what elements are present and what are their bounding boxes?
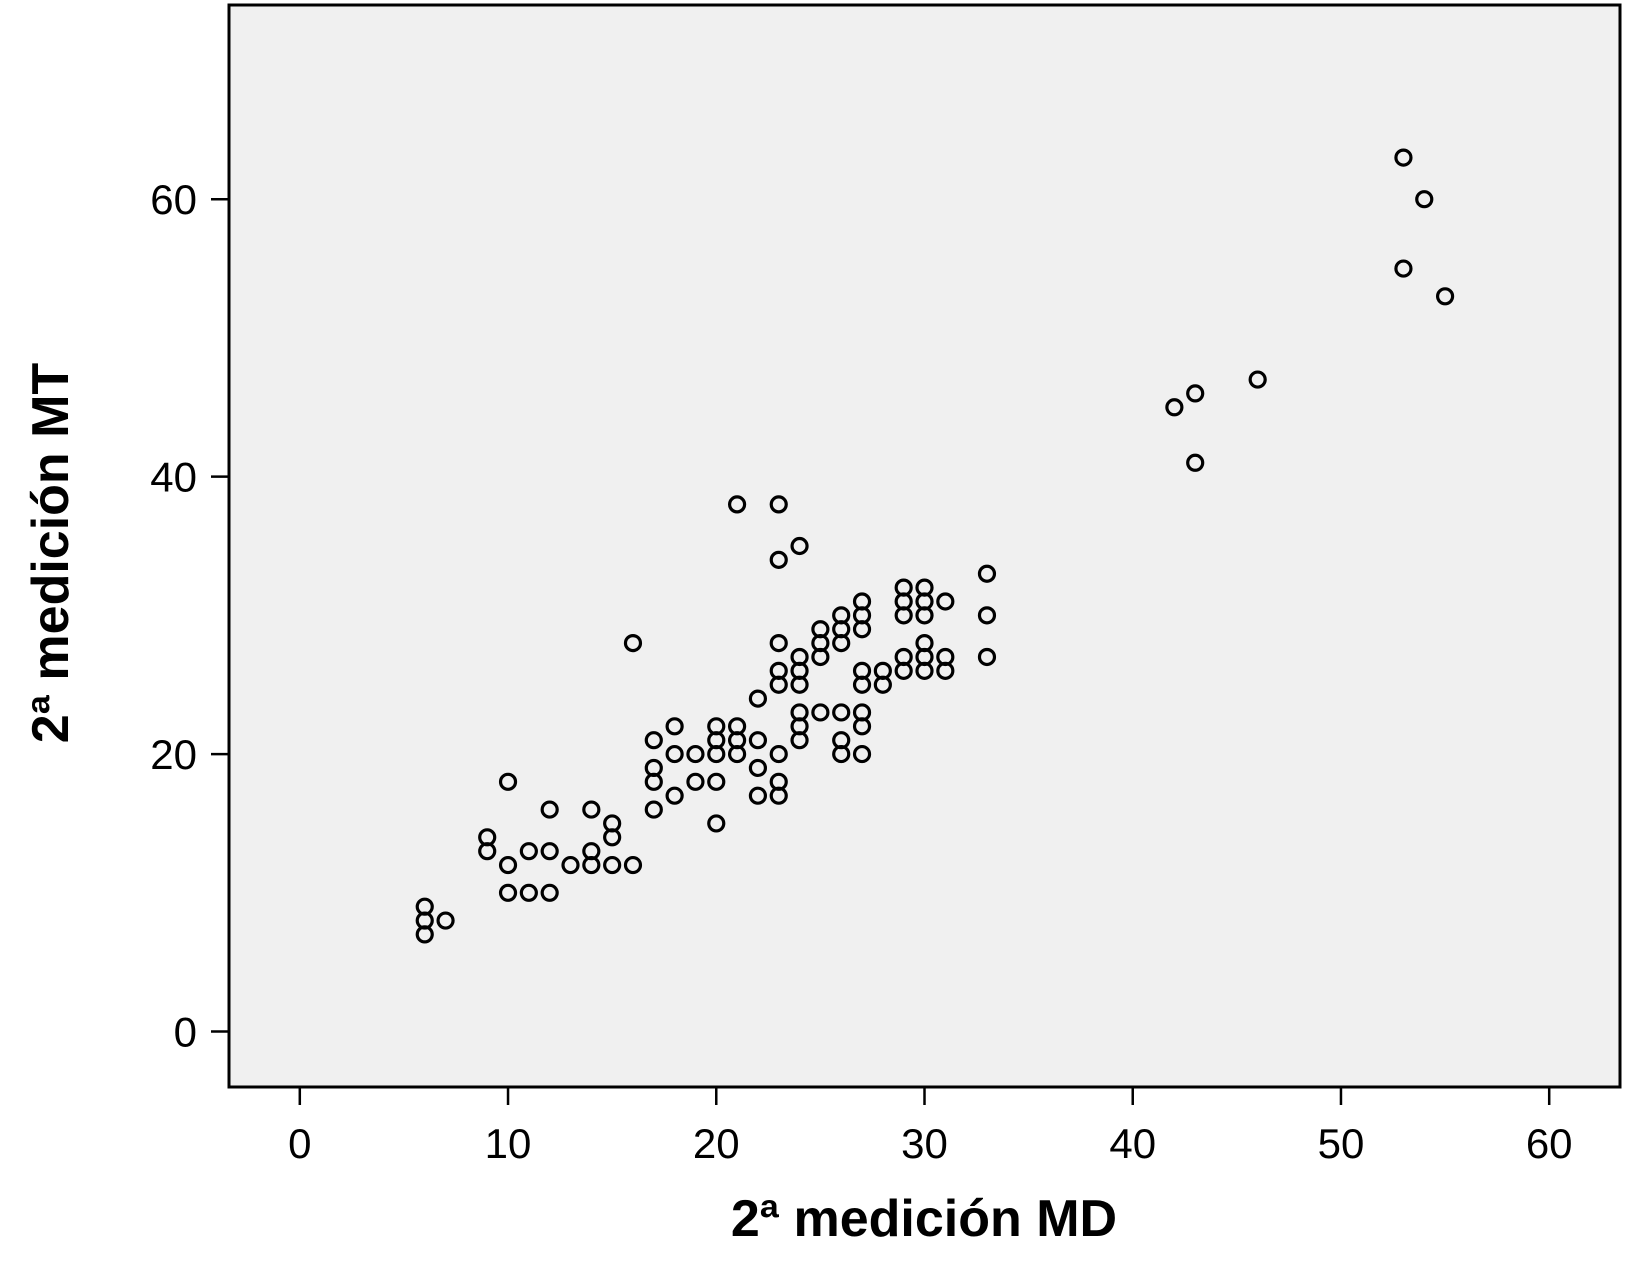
data-point	[748, 689, 768, 708]
data-point	[603, 814, 622, 833]
data-point	[790, 536, 809, 556]
y-axis-label: 2ª medición MT	[22, 363, 80, 744]
data-point	[582, 800, 601, 819]
data-point	[519, 842, 538, 861]
x-tick-label: 50	[1318, 1120, 1365, 1167]
data-point	[769, 661, 788, 680]
data-point	[644, 758, 663, 778]
data-point	[665, 744, 684, 764]
data-point	[1435, 287, 1455, 306]
data-point	[727, 717, 747, 736]
x-tick-label: 0	[288, 1120, 311, 1167]
data-point	[623, 855, 643, 875]
data-point	[852, 592, 872, 611]
data-point	[1415, 190, 1434, 209]
data-point	[498, 883, 518, 902]
y-tick-label: 40	[150, 454, 197, 501]
data-point	[790, 647, 809, 667]
data-point	[707, 772, 726, 791]
data-point	[873, 661, 892, 680]
data-point	[811, 703, 830, 722]
data-point	[811, 620, 830, 639]
data-point	[478, 828, 497, 847]
x-tick-label: 20	[693, 1120, 740, 1167]
data-point	[769, 495, 788, 514]
data-point	[915, 578, 934, 597]
data-point	[852, 703, 872, 722]
y-axis: 0 20 40 60	[150, 176, 229, 1056]
data-point	[1248, 370, 1267, 389]
data-point	[644, 800, 663, 819]
data-point	[977, 647, 997, 667]
data-point	[415, 897, 434, 916]
data-point	[665, 786, 684, 805]
data-point	[1394, 259, 1413, 278]
data-point	[1394, 148, 1413, 167]
data-point	[498, 855, 518, 875]
data-point	[540, 800, 559, 819]
data-point	[498, 772, 518, 791]
y-tick-label: 0	[174, 1009, 197, 1056]
data-point	[1165, 398, 1184, 417]
data-point	[769, 550, 788, 569]
x-tick-label: 30	[901, 1120, 948, 1167]
data-point	[936, 647, 955, 667]
data-point	[686, 772, 705, 791]
data-point	[540, 842, 559, 861]
data-point	[686, 744, 705, 764]
data-point	[852, 744, 872, 764]
data-point	[769, 744, 788, 764]
x-axis: 0 10 20 30 40 50 60	[288, 1087, 1573, 1167]
y-tick-label: 60	[150, 176, 197, 223]
data-point	[623, 634, 643, 653]
data-point	[1186, 453, 1205, 472]
x-tick-label: 40	[1109, 1120, 1156, 1167]
y-tick-label: 20	[150, 731, 197, 778]
data-point	[790, 703, 809, 722]
data-point	[852, 661, 872, 680]
data-point	[894, 578, 913, 597]
data-point	[519, 883, 538, 902]
data-point	[832, 606, 851, 625]
x-tick-label: 60	[1526, 1120, 1573, 1167]
data-point	[436, 911, 455, 930]
data-point	[727, 495, 747, 514]
data-point	[748, 731, 768, 750]
data-point	[707, 717, 726, 736]
data-point	[561, 855, 580, 875]
plot-area	[227, 3, 1622, 1089]
data-point	[977, 564, 997, 583]
data-point	[915, 634, 934, 653]
data-point	[582, 842, 601, 861]
data-point	[540, 883, 559, 902]
data-point	[769, 772, 788, 791]
data-point	[1186, 384, 1205, 403]
data-point	[748, 786, 768, 805]
data-point	[936, 592, 955, 611]
data-point	[665, 717, 684, 736]
data-point	[832, 731, 851, 750]
data-point	[977, 606, 997, 625]
x-tick-label: 10	[485, 1120, 532, 1167]
data-points	[415, 148, 1455, 944]
data-point	[769, 634, 788, 653]
data-point	[603, 855, 622, 875]
data-point	[832, 703, 851, 722]
data-point	[748, 758, 768, 778]
data-point	[644, 731, 663, 750]
data-point	[707, 814, 726, 833]
x-axis-label: 2ª medición MD	[731, 1190, 1117, 1248]
data-point	[894, 647, 913, 667]
